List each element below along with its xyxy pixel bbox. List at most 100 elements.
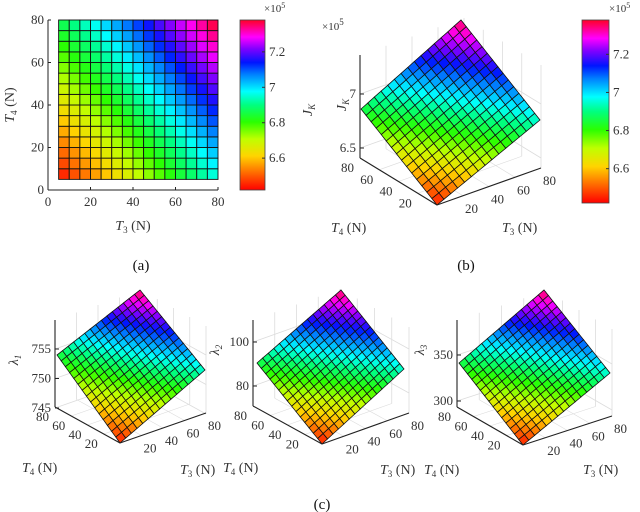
colorbar-ticks: 6.6 6.8 7 7.2 (262, 44, 286, 165)
heatmap-cell (164, 19, 176, 32)
heatmap-cell (79, 40, 91, 53)
heatmap-cell (164, 72, 176, 85)
heatmap-cell (185, 40, 198, 53)
z-tick-label: 100 (230, 334, 250, 349)
heatmap-cell (175, 30, 187, 42)
t4-axis-line (54, 406, 121, 444)
z-tick-label: 300 (434, 393, 454, 408)
heatmap-cell (175, 40, 187, 53)
heatmap-cell (121, 40, 134, 53)
heatmap-cell (185, 104, 198, 117)
heatmap-cell (185, 51, 198, 63)
t3-axis-label: T3 (N) (180, 463, 216, 479)
heatmap-cell (196, 62, 208, 74)
heatmap-cell (68, 19, 81, 32)
heatmap-cell (68, 51, 81, 63)
colorbar-tick-label: 6.8 (269, 115, 285, 130)
heatmap-cell (79, 147, 91, 159)
heatmap-cell (79, 62, 91, 74)
heatmap-cell (79, 115, 91, 127)
heatmap-cell (132, 136, 145, 148)
heatmap-cell (58, 51, 70, 63)
heatmap-cell (175, 147, 187, 159)
t3-axis-line (436, 167, 542, 206)
heatmap-cell (79, 157, 91, 170)
heatmap-cell (111, 136, 123, 148)
heatmap-cell (58, 40, 70, 53)
heatmap-cell (132, 125, 145, 138)
heatmap-cell (111, 93, 123, 106)
heatmap-cell (58, 104, 70, 117)
heatmap-cell (100, 40, 113, 53)
heatmap-cell (206, 147, 219, 159)
colorbar-tick-label: 7 (269, 79, 276, 94)
heatmap-cell (206, 104, 219, 117)
heatmap-cell (132, 168, 145, 180)
heatmap-cell (206, 125, 219, 138)
heatmap-cell (121, 136, 134, 148)
t3-tick-label: 80 (411, 418, 424, 433)
heatmap-cell (90, 104, 102, 117)
heatmap-cell (79, 136, 91, 148)
heatmap-cell (143, 147, 155, 159)
heatmap-cell (143, 104, 155, 117)
heatmap-cell (90, 93, 102, 106)
heatmap-cell (206, 136, 219, 148)
heatmap-cell (79, 51, 91, 63)
t4-axis-label: T4 (N) (331, 221, 367, 237)
heatmap-cell (153, 115, 166, 127)
heatmap-cell (111, 147, 123, 159)
heatmap-cell (111, 115, 123, 127)
heatmap-cell (143, 30, 155, 42)
heatmap-cell (132, 62, 145, 74)
heatmap-cell (111, 51, 123, 63)
t3-axis-line (321, 412, 410, 445)
heatmap-cell (121, 30, 134, 42)
z-tick-label: 6.5 (340, 140, 356, 155)
colorbar-tick-label: 6.6 (269, 150, 286, 165)
heatmap-cell (206, 72, 219, 85)
heatmap-cell (100, 30, 113, 42)
colorbar-tick-label: 7 (613, 84, 620, 99)
heatmap-cell (100, 19, 113, 32)
x-tick-label: 0 (45, 194, 52, 209)
heatmap-cell (175, 125, 187, 138)
heatmap-cell (132, 83, 145, 95)
z-tick-label: 750 (32, 371, 52, 386)
heatmap-cell (100, 83, 113, 95)
heatmap-cell (68, 72, 81, 85)
heatmap-cell (90, 19, 102, 32)
heatmap-cell (196, 40, 208, 53)
caption-a: (a) (133, 258, 150, 274)
heatmap-cell (185, 83, 198, 95)
heatmap-cell (111, 72, 123, 85)
z-tick-label: 350 (434, 347, 454, 362)
heatmap-cell (121, 19, 134, 32)
heatmap-cell (164, 40, 176, 53)
heatmap-cell (79, 72, 91, 85)
y-ticks: 0 20 40 60 80 (31, 12, 51, 197)
y-tick-label: 20 (31, 140, 44, 155)
heatmap-cell (206, 168, 219, 180)
x-tick-label: 80 (212, 194, 225, 209)
heatmap-cell (175, 93, 187, 106)
heatmap-cell (153, 62, 166, 74)
heatmap-cell (68, 136, 81, 148)
t4-tick-label: 60 (455, 419, 468, 434)
z-tick-label: 80 (236, 378, 249, 393)
heatmap-cell (90, 147, 102, 159)
heatmap-cell (68, 40, 81, 53)
heatmap-cell (143, 83, 155, 95)
heatmap-cell (68, 104, 81, 117)
z-tick-label: 7 (350, 86, 357, 101)
heatmap-cell (206, 62, 219, 74)
heatmap-cell (90, 168, 102, 180)
heatmap-cell (143, 168, 155, 180)
heatmap-cell (111, 62, 123, 74)
t4-tick-label: 20 (399, 195, 412, 210)
heatmap-cell (175, 115, 187, 127)
x-tick-label: 60 (169, 194, 182, 209)
t4-tick-label: 60 (251, 418, 264, 433)
t4-tick-label: 20 (286, 437, 299, 452)
